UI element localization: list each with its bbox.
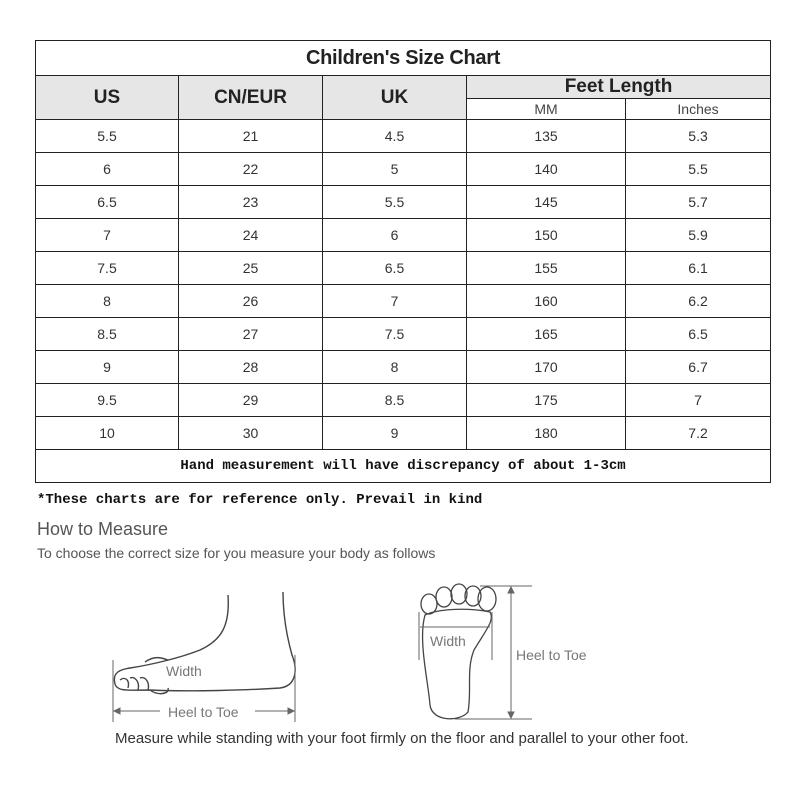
- cell-inches: 6.1: [624, 251, 772, 285]
- cell-mm: 170: [466, 350, 626, 384]
- header-us: US: [35, 75, 179, 120]
- cell-uk: 9: [322, 416, 467, 450]
- cell-cn-eur: 23: [178, 185, 323, 219]
- cell-us: 9.5: [35, 383, 179, 417]
- side-width-label: Width: [166, 663, 202, 679]
- cell-uk: 6: [322, 218, 467, 252]
- table-row: 7.5 25 6.5 155 6.1: [35, 251, 772, 285]
- how-to-subtitle: To choose the correct size for you measu…: [37, 545, 436, 561]
- cell-us: 7.5: [35, 251, 179, 285]
- top-width-label: Width: [430, 633, 466, 649]
- cell-inches: 7.2: [624, 416, 772, 450]
- cell-cn-eur: 29: [178, 383, 323, 417]
- table-row: 9 28 8 170 6.7: [35, 350, 772, 384]
- measure-caption: Measure while standing with your foot fi…: [115, 730, 689, 747]
- measurement-note: Hand measurement will have discrepancy o…: [34, 449, 772, 483]
- top-length-label: Heel to Toe: [516, 647, 587, 663]
- table-row: 7 24 6 150 5.9: [35, 218, 772, 252]
- cell-mm: 140: [466, 152, 626, 186]
- header-mm: MM: [466, 98, 626, 120]
- table-row: 8 26 7 160 6.2: [35, 284, 772, 318]
- cell-inches: 6.2: [624, 284, 772, 318]
- cell-mm: 145: [466, 185, 626, 219]
- cell-uk: 6.5: [322, 251, 467, 285]
- cell-inches: 5.5: [624, 152, 772, 186]
- cell-mm: 180: [466, 416, 626, 450]
- cell-mm: 150: [466, 218, 626, 252]
- top-measure-arrows: [418, 585, 532, 720]
- cell-mm: 175: [466, 383, 626, 417]
- table-row: 8.5 27 7.5 165 6.5: [35, 317, 772, 351]
- cell-uk: 7.5: [322, 317, 467, 351]
- table-row: 9.5 29 8.5 175 7: [35, 383, 772, 417]
- cell-inches: 5.7: [624, 185, 772, 219]
- how-to-title: How to Measure: [37, 519, 169, 539]
- header-feet-length: Feet Length: [465, 75, 772, 99]
- header-uk: UK: [322, 75, 467, 120]
- cell-inches: 5.9: [624, 218, 772, 252]
- top-foot-icon: [420, 583, 497, 720]
- cell-cn-eur: 25: [178, 251, 323, 285]
- table-title: Children's Size Chart: [34, 40, 772, 76]
- cell-uk: 8: [322, 350, 467, 384]
- cell-inches: 5.3: [624, 119, 772, 153]
- header-cn-eur: CN/EUR: [178, 75, 323, 120]
- cell-us: 7: [35, 218, 179, 252]
- side-foot-icon: [113, 591, 296, 695]
- side-length-arrow: [112, 655, 296, 722]
- cell-cn-eur: 27: [178, 317, 323, 351]
- cell-cn-eur: 26: [178, 284, 323, 318]
- side-length-label: Heel to Toe: [168, 704, 239, 720]
- cell-inches: 6.5: [624, 317, 772, 351]
- size-chart-table: Children's Size Chart US CN/EUR UK Feet …: [34, 40, 772, 483]
- reference-note: *These charts are for reference only. Pr…: [37, 492, 483, 508]
- cell-mm: 165: [466, 317, 626, 351]
- cell-us: 6.5: [35, 185, 179, 219]
